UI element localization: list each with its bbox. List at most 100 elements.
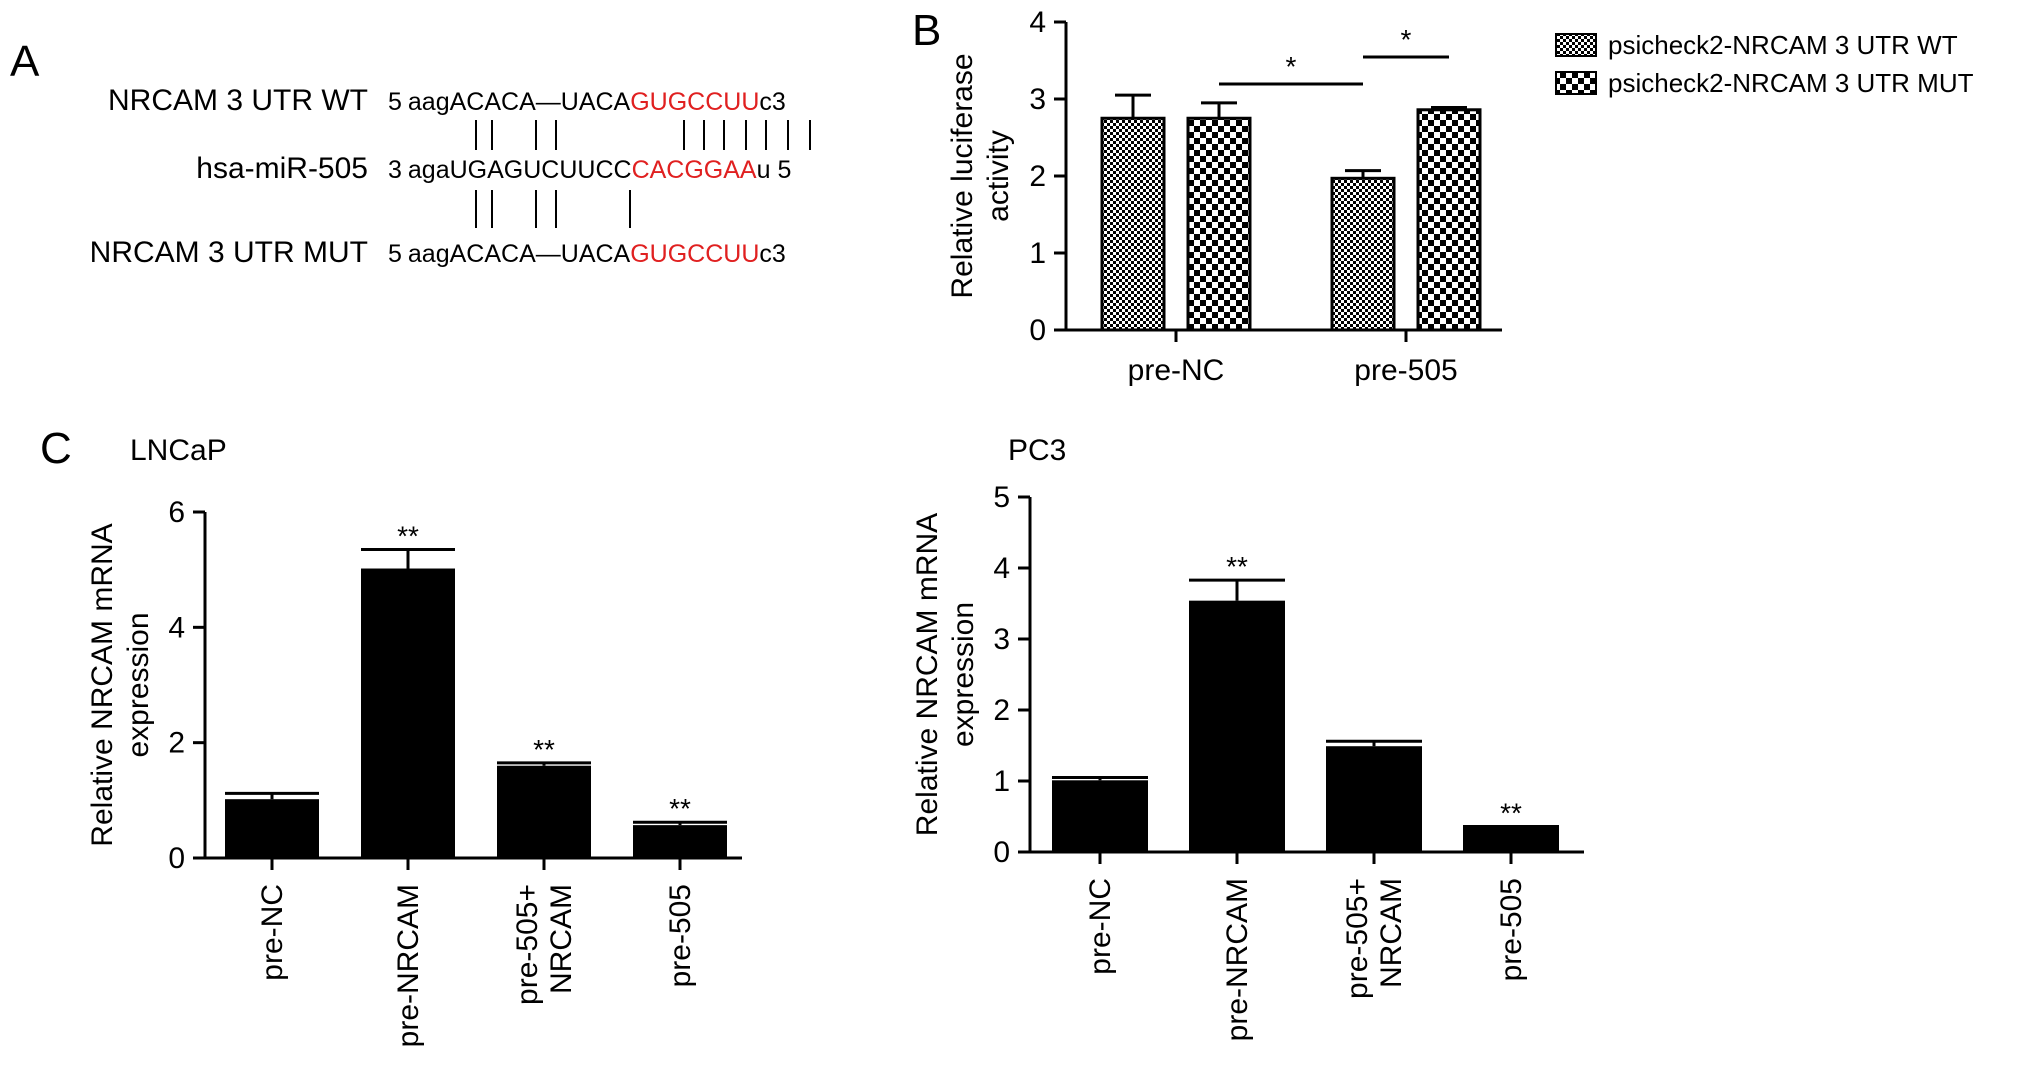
seq-lower: aag [408,240,450,268]
seq-site: GUGCCUU [630,88,759,116]
y-tick-label: 6 [168,496,185,529]
seq-row-mirna: hsa-miR-505 3 agaUGAGUCUUCCCACGGAAu 5 [196,152,791,185]
seq-lower: aga [408,156,450,184]
seq-text: 5 aagACACA—UACAGUGCCUUc3 [388,88,786,116]
y-tick-label: 4 [1029,6,1046,39]
y-axis-label-text: Relative NRCAM mRNA expression [911,513,980,836]
chart-luciferase: Relative luciferase activity 0 1 2 3 4 pre-NC… [946,6,1974,387]
x-tick-label-line: pre-NC [1084,878,1117,975]
bar [1330,176,1396,332]
significance-marker: ** [533,734,555,765]
x-tick-label-line: pre-505+ [511,884,544,1005]
panel-letter-b: B [912,6,941,55]
bars: pre-NC ** pre-NRCAM ** pre-505+NRCAM ** pre-50… [225,520,727,1047]
seq-text: 3 agaUGAGUCUUCCCACGGAAu 5 [388,156,791,184]
bars: pre-NC pre-505 [1100,93,1482,387]
bar [361,568,455,858]
x-tick-label-line: pre-505 [1495,878,1528,981]
legend: psicheck2-NRCAM 3 UTR WT psicheck2-NRCAM … [1555,30,1974,98]
bars: pre-NC ** pre-NRCAM pre-505+NRCAM ** pre-505 [1052,551,1559,1041]
chart-title: LNCaP [130,434,227,467]
legend-swatch [1555,33,1597,57]
y-axis-label-line: Relative NRCAM mRNA [911,513,944,836]
legend-label: psicheck2-NRCAM 3 UTR MUT [1608,68,1974,98]
seq-upper: ACACA [450,240,536,268]
pairing-lines-lower [475,190,631,228]
x-tick-label: pre-NC [1128,354,1225,387]
y-axis-label-line: expression [947,602,980,747]
seq-prefix: 5 [388,88,402,116]
seq-row-label: NRCAM 3 UTR MUT [90,236,368,269]
bar [1463,827,1559,852]
y-axis-label-text: Relative luciferase activity [946,53,1015,298]
y-tick-label: 4 [168,611,185,644]
significance-marker: * [1401,24,1412,55]
panel-letter-a: A [10,37,40,86]
x-tick-label: pre-NRCAM [392,884,425,1047]
chart-pc3: PC3 Relative NRCAM mRNA expression 0 1 2 3 4 5… [911,434,1584,1041]
bar [1052,780,1148,852]
x-tick-label: pre-505+NRCAM [1341,878,1408,999]
bar [225,799,319,858]
bar [1189,600,1285,852]
significance-marker: ** [1226,551,1248,582]
x-tick-label: pre-505 [1354,354,1457,387]
legend-label: psicheck2-NRCAM 3 UTR WT [1608,30,1958,60]
seq-gap: — [536,240,561,268]
seq-suffix: c3 [759,240,785,268]
bar [1416,108,1482,332]
seq-row-wt: NRCAM 3 UTR WT 5 aagACACA—UACAGUGCCUUc3 [108,84,786,117]
chart-title: PC3 [1008,434,1066,467]
seq-row-mut: NRCAM 3 UTR MUT 5 aagACACA—UACAGUGCCUUc3 [90,236,786,269]
seq-suffix: c3 [759,88,785,116]
x-tick-label-line: NRCAM [1375,878,1408,988]
seq-upper: UGAGUCUUCC [450,156,632,184]
bar [1186,116,1252,332]
x-tick-label: pre-NC [1084,878,1117,975]
y-axis-label-line: Relative NRCAM mRNA [86,523,119,846]
seq-upper: ACACA [450,88,536,116]
seq-lower: aag [408,88,450,116]
seq-prefix: 3 [388,156,402,184]
y-axis-label-line: Relative luciferase [946,53,979,298]
axes: 0 1 2 3 4 [1029,6,1502,347]
bar [1326,746,1422,852]
y-axis-label: Relative NRCAM mRNA expression [911,513,980,836]
x-tick-label: pre-505 [1495,878,1528,981]
y-axis-label-line: activity [982,130,1015,222]
y-tick-label: 0 [1029,314,1046,347]
sequence-alignment: NRCAM 3 UTR WT 5 aagACACA—UACAGUGCCUUc3 h… [90,84,811,269]
x-tick-label-line: pre-505+ [1341,878,1374,999]
y-tick-label: 3 [993,623,1010,656]
y-axis-label-line: expression [122,612,155,757]
significance-marker: ** [397,520,419,551]
y-tick-label: 2 [1029,160,1046,193]
x-tick-label: pre-505 [664,884,697,987]
seq-mid: UACA [561,240,631,268]
legend-swatch [1555,71,1597,95]
x-tick-label: pre-505+NRCAM [511,884,578,1005]
bar [1100,116,1166,332]
x-tick-label-line: pre-NC [256,884,289,981]
y-axis-label: Relative luciferase activity [946,53,1015,298]
y-tick-label: 0 [168,842,185,875]
pairing-lines-upper [475,120,811,150]
seq-text: 5 aagACACA—UACAGUGCCUUc3 [388,240,786,268]
y-tick-label: 5 [993,481,1010,514]
bar [497,765,591,858]
x-tick-label-line: pre-NRCAM [1221,878,1254,1041]
y-tick-label: 0 [993,836,1010,869]
significance-marker: ** [1500,797,1522,828]
seq-suffix: u 5 [757,156,792,184]
seq-site: GUGCCUU [630,240,759,268]
seq-site: CACGGAA [632,156,757,184]
seq-gap: — [536,88,561,116]
bar [633,825,727,858]
x-tick-label-line: pre-505 [664,884,697,987]
x-tick-label: pre-NC [256,884,289,981]
seq-row-label: NRCAM 3 UTR WT [108,84,368,117]
seq-mid: UACA [561,88,631,116]
y-tick-label: 1 [1029,237,1046,270]
y-tick-label: 3 [1029,83,1046,116]
